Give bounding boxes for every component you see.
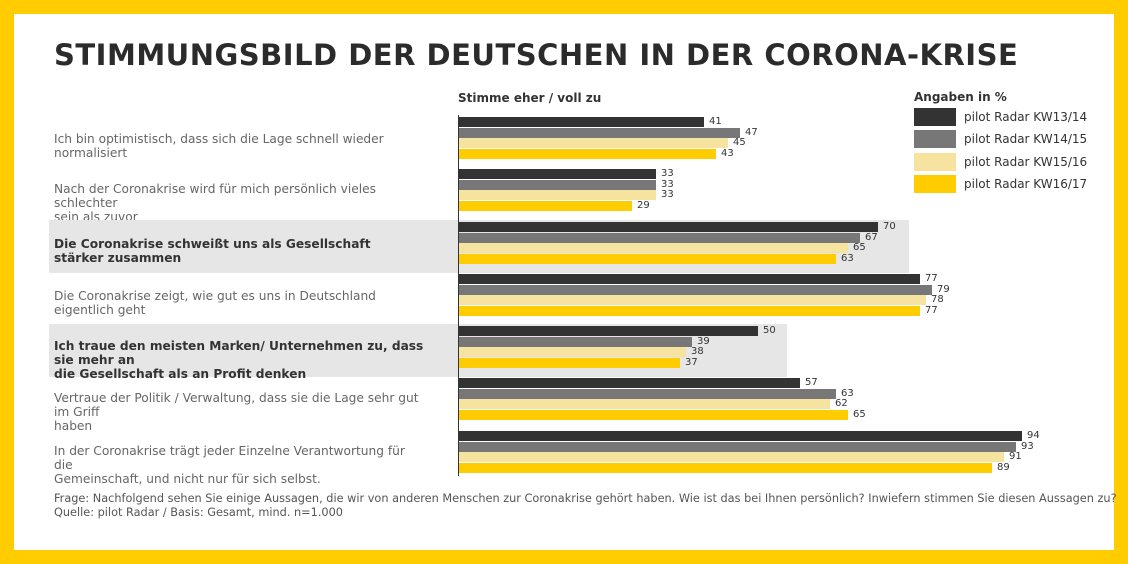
bar	[458, 222, 878, 232]
legend-title: Angaben in %	[914, 90, 1007, 104]
bar	[458, 357, 680, 368]
question-footnote: Frage: Nachfolgend sehen Sie einige Auss…	[54, 492, 1117, 505]
bar	[458, 148, 716, 159]
category-label-line: die Gesellschaft als an Profit denken	[54, 367, 307, 381]
bar	[458, 127, 740, 138]
bar-value-label: 45	[733, 137, 746, 148]
bar	[458, 462, 992, 473]
bar-value-label: 93	[1021, 440, 1034, 452]
bar-value-label: 57	[805, 377, 818, 388]
bar-value-label: 37	[685, 356, 698, 368]
bar-value-label: 70	[883, 221, 896, 232]
bar	[458, 284, 932, 295]
category-label-line: Ich bin optimistisch, dass sich die Lage…	[54, 132, 384, 160]
legend-swatch	[914, 108, 956, 126]
bar-value-label: 65	[853, 408, 866, 420]
bar	[458, 190, 656, 200]
bar	[458, 326, 758, 336]
bar-value-label: 50	[763, 325, 776, 336]
category-label: In der Coronakrise trägt jeder Einzelne …	[54, 444, 424, 486]
bar-value-label: 47	[745, 126, 758, 138]
category-label-line: Vertraue der Politik / Verwaltung, dass …	[54, 391, 419, 419]
bar	[458, 305, 920, 316]
category-label: Nach der Coronakrise wird für mich persö…	[54, 182, 424, 224]
bar-value-label: 62	[835, 398, 848, 409]
bar-value-label: 33	[661, 189, 674, 200]
bar	[458, 179, 656, 190]
bar	[458, 441, 1016, 452]
chart-title: STIMMUNGSBILD DER DEUTSCHEN IN DER CORON…	[54, 38, 1019, 72]
legend-swatch	[914, 153, 956, 171]
category-label-line: haben	[54, 419, 93, 433]
column-header: Stimme eher / voll zu	[458, 91, 602, 105]
bar-value-label: 94	[1027, 430, 1040, 441]
bar-value-label: 91	[1009, 451, 1022, 462]
bar	[458, 169, 656, 179]
category-label: Ich bin optimistisch, dass sich die Lage…	[54, 132, 424, 160]
bar	[458, 431, 1022, 441]
bar	[458, 243, 848, 253]
category-label-line: Die Coronakrise zeigt, wie gut es uns in…	[54, 289, 376, 317]
bar-value-label: 38	[691, 346, 704, 357]
bar-value-label: 39	[697, 335, 710, 347]
bar-value-label: 63	[841, 387, 854, 399]
bar-value-label: 33	[661, 168, 674, 179]
category-label-line: In der Coronakrise trägt jeder Einzelne …	[54, 444, 405, 472]
bar-value-label: 65	[853, 242, 866, 253]
bar	[458, 336, 692, 347]
bar	[458, 200, 632, 211]
legend-swatch	[914, 175, 956, 193]
legend-swatch	[914, 130, 956, 148]
bar	[458, 274, 920, 284]
category-label-line: Ich traue den meisten Marken/ Unternehme…	[54, 339, 424, 367]
chart-card: STIMMUNGSBILD DER DEUTSCHEN IN DER CORON…	[14, 14, 1117, 550]
bar-value-label: 78	[931, 294, 944, 305]
bar	[458, 409, 848, 420]
category-label: Vertraue der Politik / Verwaltung, dass …	[54, 391, 424, 433]
legend-label: pilot Radar KW13/14	[964, 110, 1088, 124]
bar-value-label: 43	[721, 147, 734, 159]
category-label-line: Die Coronakrise schweißt uns als Gesells…	[54, 237, 371, 265]
legend-label: pilot Radar KW16/17	[964, 177, 1088, 191]
category-label: Ich traue den meisten Marken/ Unternehme…	[54, 339, 424, 381]
bar	[458, 295, 926, 305]
bar	[458, 347, 686, 357]
bar	[458, 378, 800, 388]
bar-value-label: 79	[937, 283, 950, 295]
category-label-line: Gemeinschaft, und nicht nur für sich sel…	[54, 472, 321, 486]
bar-value-label: 29	[637, 199, 650, 211]
bar-value-label: 67	[865, 231, 878, 243]
bar-value-label: 63	[841, 252, 854, 264]
legend-label: pilot Radar KW14/15	[964, 132, 1088, 146]
bar-value-label: 77	[925, 273, 938, 284]
category-label: Die Coronakrise schweißt uns als Gesells…	[54, 237, 424, 265]
category-label: Die Coronakrise zeigt, wie gut es uns in…	[54, 289, 424, 317]
y-axis-line	[458, 115, 459, 476]
bar	[458, 138, 728, 148]
bar	[458, 388, 836, 399]
bar	[458, 452, 1004, 462]
bar	[458, 117, 704, 127]
bar	[458, 232, 860, 243]
source-footnote: Quelle: pilot Radar / Basis: Gesamt, min…	[54, 506, 343, 519]
bar	[458, 253, 836, 264]
bar-value-label: 89	[997, 461, 1010, 473]
bar	[458, 399, 830, 409]
bar-value-label: 77	[925, 304, 938, 316]
category-label-line: Nach der Coronakrise wird für mich persö…	[54, 182, 376, 210]
bar-value-label: 33	[661, 178, 674, 190]
legend-label: pilot Radar KW15/16	[964, 155, 1088, 169]
bar-value-label: 41	[709, 116, 722, 127]
